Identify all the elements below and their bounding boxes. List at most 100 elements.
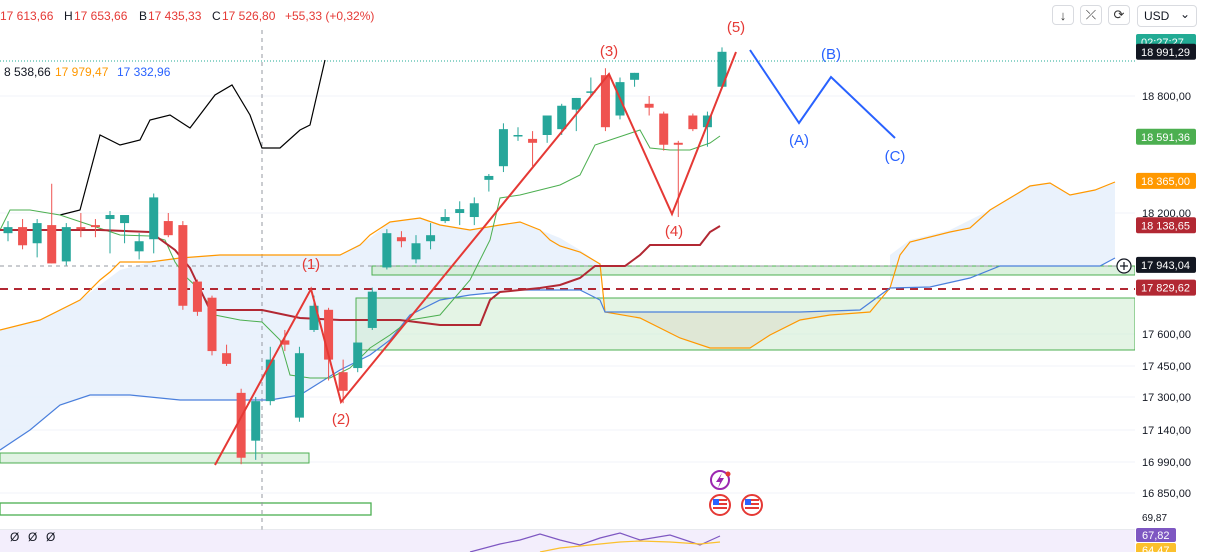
price-badge: 18 365,00 [1136, 172, 1196, 189]
candle [382, 229, 392, 270]
candle-body [411, 243, 421, 260]
demand-zone-low1 [0, 452, 310, 464]
candle-body [367, 291, 377, 328]
candle-body [47, 225, 57, 264]
visibility-off-icon-2[interactable]: Ø [28, 530, 37, 544]
price-badge-label: 17 943,04 [1141, 260, 1190, 272]
wave-label: (1) [302, 256, 320, 273]
legend-high: 17 653,66 [74, 9, 128, 23]
candle-body [353, 342, 363, 369]
candle-body [178, 225, 188, 306]
candle [659, 111, 669, 151]
collapse-button[interactable]: ⤫ [1080, 5, 1102, 25]
candle [222, 344, 232, 366]
candle [484, 174, 494, 192]
indicator-badge-label: 64,47 [1142, 545, 1170, 552]
rsi-line [469, 532, 721, 553]
legend-close-label: C [212, 9, 221, 23]
price-badge-label: 17 829,62 [1141, 283, 1190, 295]
candle [717, 47, 727, 87]
candle-body [455, 209, 465, 213]
arrow-down-button[interactable]: ↓ [1052, 5, 1074, 25]
candle-body [717, 51, 727, 87]
demand-zone-upper [371, 265, 1136, 276]
y-tick-label: 17 600,00 [1142, 329, 1191, 341]
candle [47, 183, 57, 264]
candle [265, 346, 275, 406]
candle [294, 346, 304, 422]
demand-zone-main [355, 297, 1136, 351]
indicator-value-2: 17 979,47 [55, 65, 109, 79]
elliott-wave-blue-path [749, 49, 896, 139]
candle [469, 197, 479, 226]
candle-body [498, 129, 508, 167]
candle [90, 219, 100, 238]
wave-labels: (1) (2) (3) (4) (5) (A) (B) (C) [302, 19, 906, 428]
price-badge-label: 18 591,36 [1141, 132, 1190, 144]
candle [105, 211, 115, 254]
candle-body [513, 135, 523, 137]
visibility-off-icon-3[interactable]: Ø [46, 530, 55, 544]
candle-body [688, 115, 698, 130]
candle [18, 219, 28, 250]
y-tick-label: 16 850,00 [1142, 488, 1191, 500]
candles-layer [3, 47, 727, 465]
chevron-down-icon: ⌄ [1179, 7, 1190, 21]
wave-label: (2) [332, 411, 350, 428]
candle [702, 111, 712, 147]
candle [353, 342, 363, 373]
add-marker-icon[interactable] [1116, 258, 1132, 274]
candle [396, 231, 406, 248]
candle-body [32, 223, 42, 244]
y-tick-label: 17 300,00 [1142, 392, 1191, 404]
flash-event-icon[interactable] [710, 470, 731, 490]
us-flag-event-icon-2[interactable] [741, 494, 763, 516]
currency-select[interactable]: USD ⌄ [1137, 5, 1197, 27]
wave-label: (A) [789, 132, 809, 149]
candle [32, 219, 42, 258]
legend-open: 17 613,66 [0, 9, 54, 23]
wave-label: (5) [727, 19, 745, 36]
candle-body [192, 281, 202, 312]
price-badge-label: 18 138,65 [1141, 220, 1190, 232]
candle [251, 397, 261, 460]
candle-body [644, 103, 654, 108]
legend-low-label: B [139, 9, 147, 23]
candle [61, 223, 71, 266]
candle [120, 215, 130, 244]
candle [192, 279, 202, 316]
us-flag-event-icon-1[interactable] [709, 494, 731, 516]
candle [280, 329, 290, 352]
wave-label: (4) [665, 223, 683, 240]
candle [586, 77, 596, 96]
candle-body [163, 221, 173, 236]
candle [498, 123, 508, 173]
candle [542, 115, 552, 143]
ichimoku-cloud-blue-right [890, 182, 1115, 288]
candle-body [18, 227, 28, 246]
maximize-button[interactable]: ⟳ [1108, 5, 1130, 25]
wave-label: (3) [600, 43, 618, 60]
y-tick-label: 18 200,00 [1142, 208, 1191, 220]
price-badge: 18 991,29 [1136, 43, 1196, 60]
ichimoku-cloud-blue [0, 218, 600, 450]
candle-body [557, 105, 567, 130]
indicator-badge: 64,47 [1136, 543, 1176, 557]
candle-body [236, 392, 246, 458]
candle [163, 213, 173, 238]
candle-body [586, 91, 596, 93]
candle-body [61, 227, 71, 262]
candle-body [702, 115, 712, 128]
y-tick-label: 16 990,00 [1142, 457, 1191, 469]
axis-ticks: 18 800,00 18 200,00 17 600,00 17 450,00 17 3… [1142, 91, 1191, 500]
candle [528, 131, 538, 167]
legend-high-label: H [64, 9, 73, 23]
currency-label: USD [1144, 9, 1170, 23]
visibility-off-icon-1[interactable]: Ø [10, 530, 19, 544]
lower-pane-cut-label: 69,87 [1142, 513, 1167, 524]
candle [338, 359, 348, 404]
candle-body [542, 115, 552, 135]
candle-body [120, 215, 130, 224]
